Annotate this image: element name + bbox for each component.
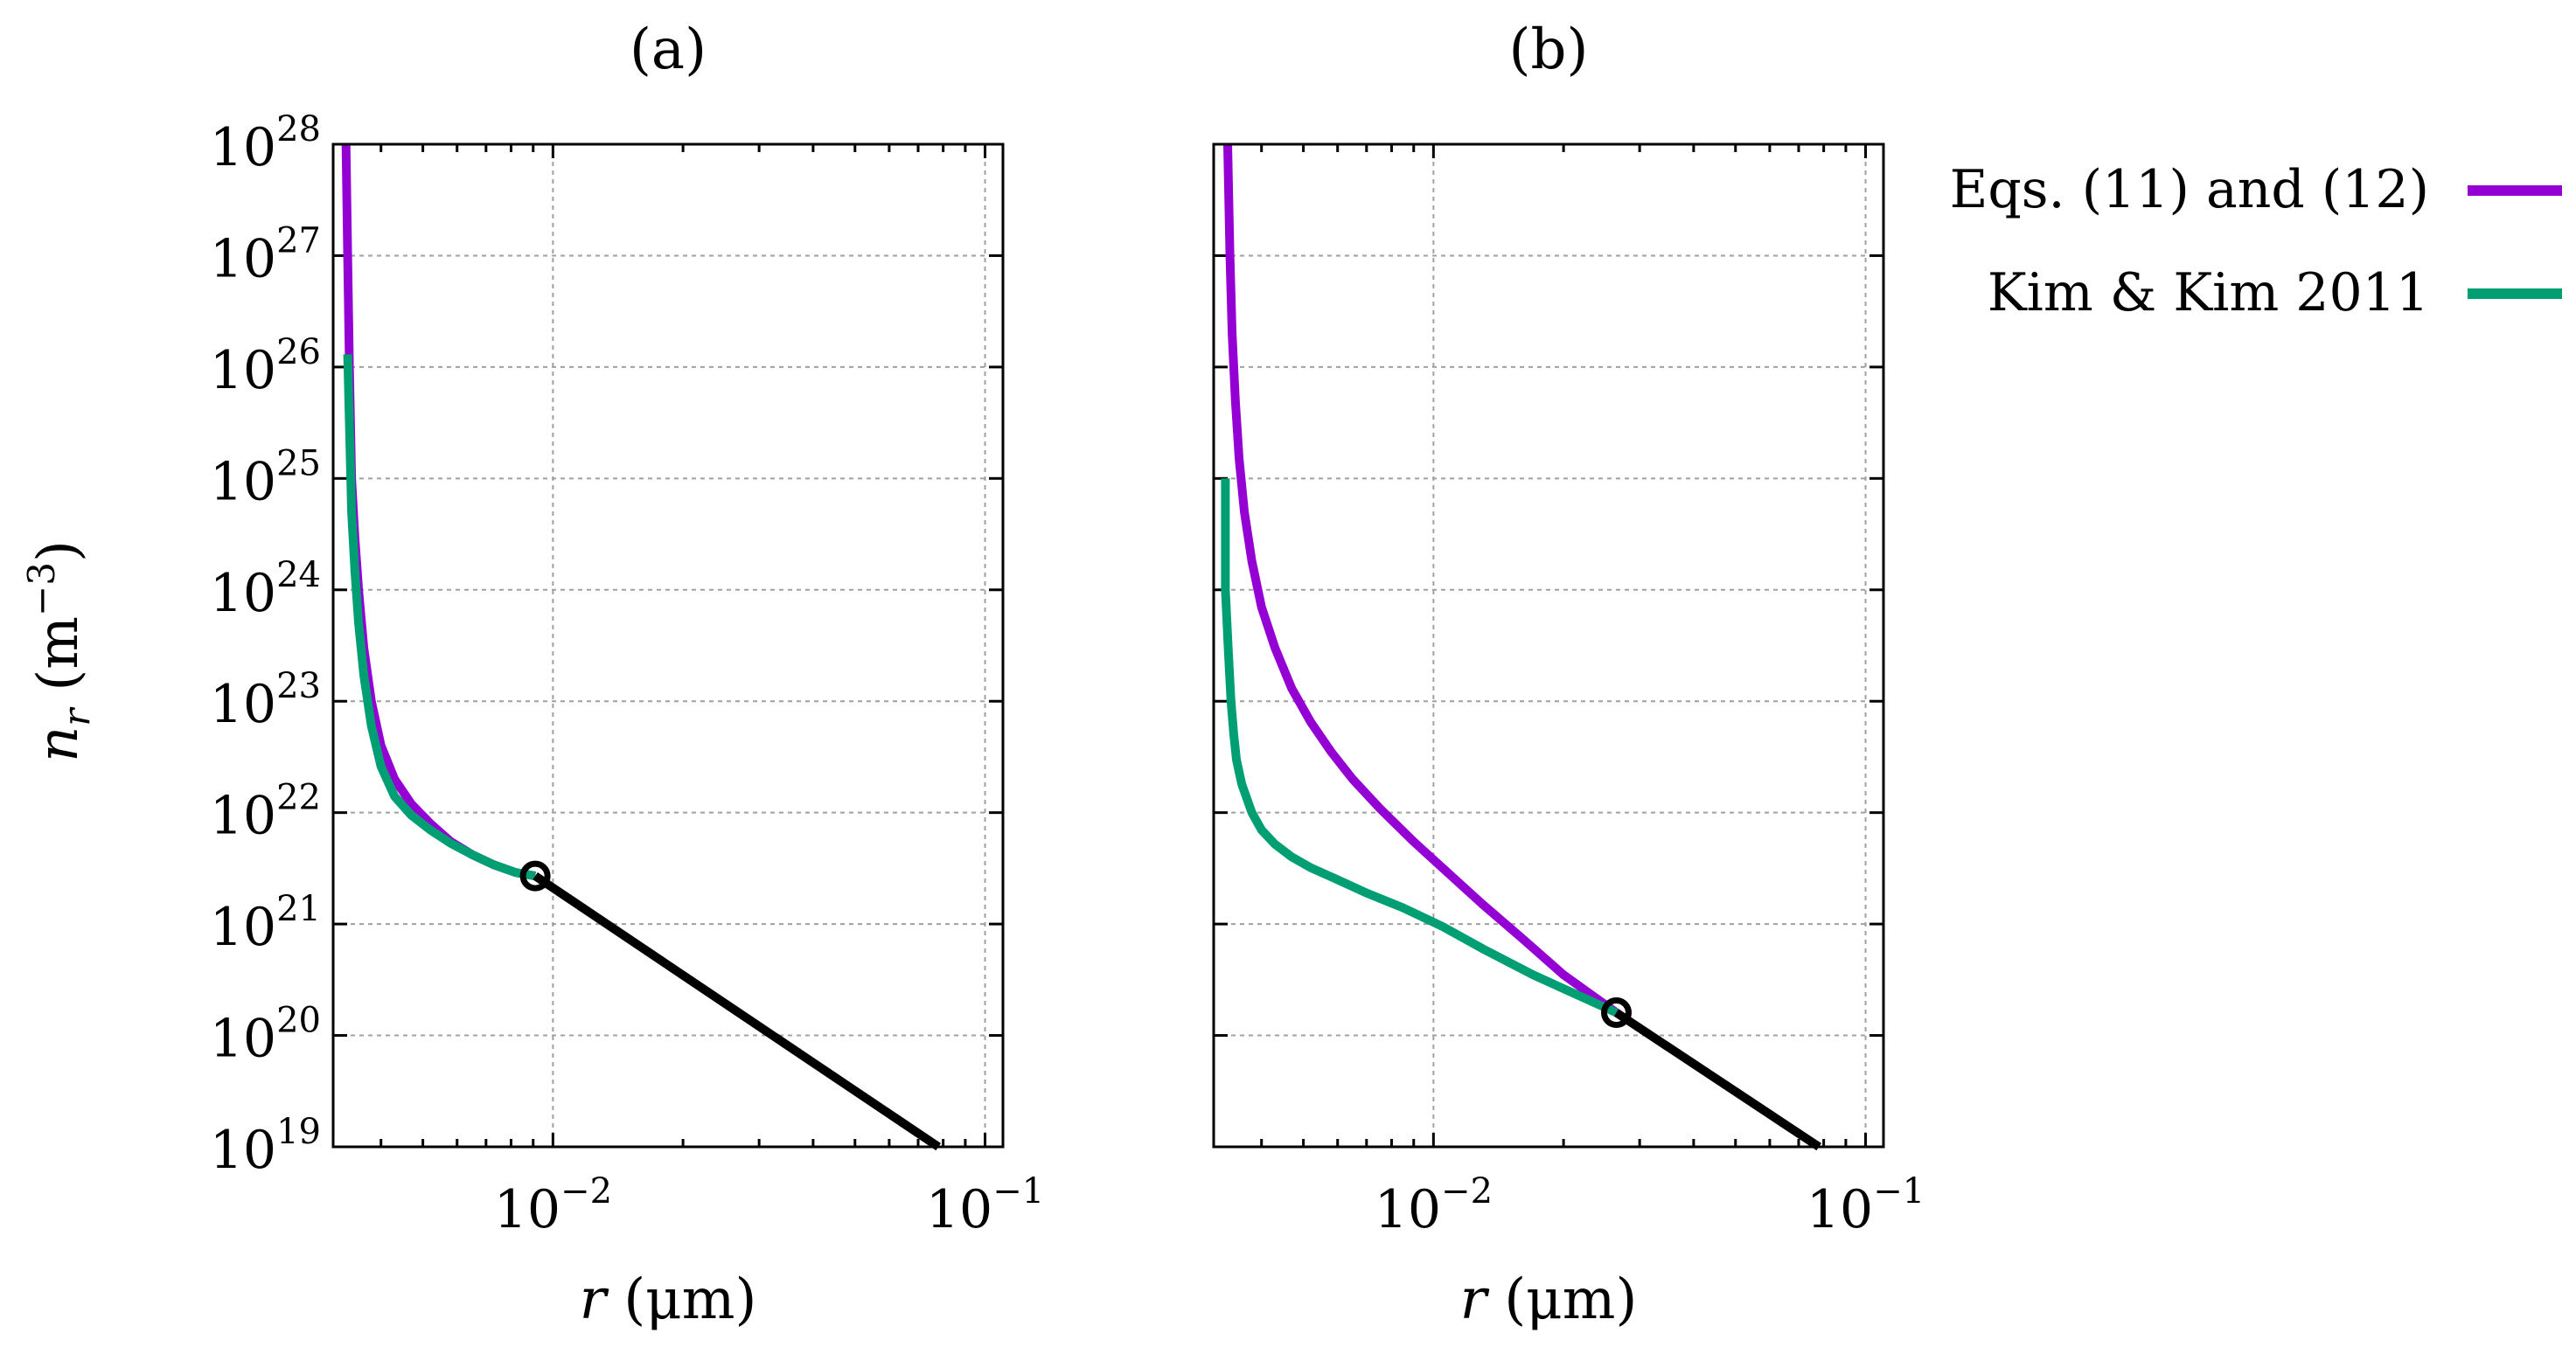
y-tick-label: 1028 [210,109,321,178]
y-tick-label-base: 10 [210,1009,276,1070]
legend-label-eqs: Eqs. (11) and (12) [1950,159,2429,220]
y-tick-label-base: 10 [210,674,276,735]
y-tick-label: 1023 [210,666,321,735]
panel-b-series [1221,143,1821,1151]
series-eqs-11-and-12 [1223,143,1619,1017]
y-tick-label-exp: 25 [276,443,321,483]
y-axis-unit-close: ) [26,540,91,562]
panel-a-x-axis-unit: (μm) [623,1267,756,1332]
panel-b-x-axis-unit: (μm) [1504,1267,1637,1332]
y-tick-label-base: 10 [210,786,276,847]
legend: Eqs. (11) and (12) Kim & Kim 2011 [1950,159,2562,323]
x-tick-label-base: 10 [1375,1179,1441,1240]
y-tick-label: 1024 [210,555,321,624]
panel-b-frame [1212,142,1885,1149]
panel-b-x-axis-label: r (μm) [1460,1267,1638,1332]
series-power-law [1613,1009,1821,1151]
junction-marker [1601,997,1633,1029]
panel-b-tick-labels: 10−2 10−1 [1375,1171,1925,1240]
x-tick-label-base: 10 [926,1179,992,1240]
y-tick-label: 1019 [210,1112,321,1181]
y-tick-label: 1027 [210,220,321,289]
y-tick-label-exp: 27 [276,220,321,260]
panel-b: (b) 10−2 10−1 r (μm) [1212,17,1925,1332]
legend-label-kim: Kim & Kim 2011 [1988,262,2429,323]
x-tick-label-exp: −2 [560,1171,612,1212]
y-tick-label-base: 10 [210,897,276,958]
panel-a: (a) 10−2 10−11019102010211022102310241025… [210,17,1044,1332]
panel-b-ticks [1214,142,1883,1149]
y-tick-label-base: 10 [210,340,276,401]
x-tick-label-base: 10 [1807,1179,1873,1240]
panel-b-x-axis-symbol: r [1460,1267,1490,1332]
y-tick-label-base: 10 [210,117,276,178]
y-tick-label-exp: 21 [276,889,321,929]
panel-a-title: (a) [630,17,707,82]
y-tick-label-exp: 26 [276,332,321,372]
y-tick-label-base: 10 [210,228,276,289]
panel-a-ticks [333,142,1003,1149]
x-tick-label-exp: −1 [992,1171,1044,1212]
y-axis-label: nr (m−3) [20,540,98,762]
y-tick-label: 1022 [210,778,321,847]
x-tick-label: 10−2 [494,1171,612,1240]
y-tick-label-exp: 20 [276,1001,321,1041]
x-tick-label: 10−1 [1807,1171,1925,1240]
y-tick-label-base: 10 [210,563,276,624]
y-axis-unit-open: (m [26,616,91,691]
panel-b-grid [1214,144,1883,1147]
y-tick-label-exp: 24 [276,555,321,595]
y-tick-label-exp: 19 [276,1112,321,1152]
x-tick-label-exp: −2 [1441,1171,1493,1212]
x-tick-label-exp: −1 [1873,1171,1925,1212]
y-tick-label-exp: 28 [276,109,321,149]
y-tick-label-base: 10 [210,1120,276,1181]
panel-a-frame [331,142,1005,1149]
y-axis-subscript: r [55,706,98,726]
panel-b-title: (b) [1509,17,1589,82]
y-axis-symbol: n [26,726,91,762]
y-tick-label: 1021 [210,889,321,958]
panel-a-x-axis-symbol: r [580,1267,609,1332]
y-tick-label-exp: 22 [276,778,321,818]
junction-marker [519,860,551,892]
series-power-law [533,871,941,1151]
panel-a-grid [333,144,1003,1147]
y-tick-label-exp: 23 [276,666,321,706]
panel-a-tick-labels: 10−2 10−110191020102110221023102410251026… [210,109,1044,1240]
panel-a-series [341,143,941,1151]
x-tick-label-base: 10 [494,1179,560,1240]
series-kim-kim-2011 [343,354,536,881]
y-tick-label: 1026 [210,332,321,401]
y-tick-label-base: 10 [210,451,276,512]
y-tick-label: 1020 [210,1001,321,1070]
series-kim-kim-2011 [1221,478,1619,1017]
y-axis-unit-exp: −3 [20,562,63,616]
y-tick-label: 1025 [210,443,321,512]
x-tick-label: 10−1 [926,1171,1044,1240]
panel-a-x-axis-label: r (μm) [580,1267,757,1332]
x-tick-label: 10−2 [1375,1171,1493,1240]
series-eqs-11-and-12 [341,143,536,881]
